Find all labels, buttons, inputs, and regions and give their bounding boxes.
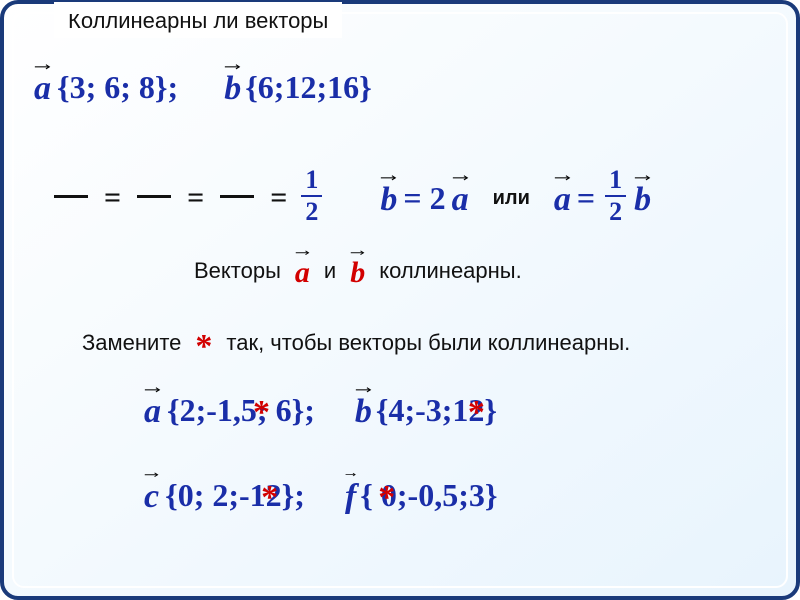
equals-sign: =	[104, 181, 121, 215]
vector-a-symbol: a	[452, 177, 469, 219]
vector-name: b	[634, 181, 651, 218]
vector-arrow-icon	[380, 171, 397, 183]
vector-arrow-icon	[224, 60, 241, 72]
slide-title: Коллинеарны ли векторы	[54, 2, 342, 38]
replace-post: так, чтобы векторы были коллинеарны.	[226, 330, 630, 356]
asterisk-icon: *	[378, 479, 395, 517]
asterisk-icon: *	[195, 328, 212, 366]
vector-a-coords: {2;-1,5; 6};	[167, 392, 315, 428]
asterisk-icon: *	[468, 394, 485, 432]
word-vectors: Векторы	[194, 258, 281, 284]
equals-sign: =	[187, 181, 204, 215]
word-collinear: коллинеарны.	[379, 258, 522, 284]
replace-pre: Замените	[82, 330, 181, 356]
vector-arrow-icon	[634, 171, 651, 183]
vector-b-symbol: b	[634, 177, 651, 219]
vector-name: a	[452, 181, 469, 218]
vector-arrow-icon	[295, 246, 310, 258]
vector-b-coords: {6;12;16}	[245, 69, 372, 106]
equals-sign: =	[577, 180, 595, 217]
asterisk-icon: *	[261, 479, 278, 517]
blank-fraction	[54, 195, 88, 198]
vector-arrow-icon	[554, 171, 571, 183]
vector-arrow-icon	[452, 171, 469, 183]
vector-name: a	[554, 181, 571, 218]
vector-c-coords: {0; 2;-12};	[165, 477, 305, 513]
vector-name: b	[224, 70, 241, 107]
vector-b-symbol: b	[350, 252, 365, 290]
collinear-sentence: Векторы a и b коллинеарны.	[194, 252, 522, 290]
vector-name: b	[380, 181, 397, 218]
vector-name: a	[34, 70, 51, 107]
fraction-numerator: 1	[301, 167, 322, 197]
exercise-row-1: a {2;-1,5; 6}; * b {4;-3;12} *	[144, 389, 497, 431]
vector-a-definition: a {3; 6; 8}; b {6;12;16}	[34, 66, 372, 108]
vector-f-symbol: f	[345, 474, 356, 516]
ratio-equation-row: = = = 1 2 b = 2 a или	[52, 169, 651, 227]
vector-arrow-icon	[350, 246, 365, 258]
vector-a-symbol: a	[144, 389, 161, 431]
word-and: и	[324, 258, 336, 284]
fraction-one-half: 1 2	[301, 167, 322, 225]
fraction-one-half: 1 2	[605, 167, 626, 225]
vector-arrow-icon	[355, 383, 372, 395]
math-slide-frame: Коллинеарны ли векторы a {3; 6; 8}; b {6…	[0, 0, 800, 600]
blank-fraction	[137, 195, 171, 198]
vector-b-symbol: b	[224, 66, 241, 108]
vector-arrow-icon	[34, 60, 51, 72]
vector-a-symbol: a	[34, 66, 51, 108]
asterisk-icon: *	[253, 394, 270, 432]
equals-two: = 2	[403, 180, 445, 217]
or-word: или	[493, 187, 530, 210]
vector-name: a	[295, 256, 310, 289]
vector-name: c	[144, 478, 159, 515]
vector-c-symbol: c	[144, 474, 159, 516]
fraction-denominator: 2	[301, 197, 322, 225]
vector-arrow-icon	[345, 468, 356, 480]
vector-b-symbol: b	[355, 389, 372, 431]
blank-fraction	[220, 195, 254, 198]
vector-a-symbol: a	[295, 252, 310, 290]
vector-name: b	[355, 393, 372, 430]
vector-arrow-icon	[144, 383, 161, 395]
fraction-numerator: 1	[605, 167, 626, 197]
replace-instruction: Замените * так, чтобы векторы были колли…	[82, 324, 630, 362]
equals-sign: =	[270, 181, 287, 215]
vector-a-symbol: a	[554, 177, 571, 219]
vector-name: f	[345, 478, 356, 515]
fraction-denominator: 2	[605, 197, 626, 225]
exercise-row-2: c {0; 2;-12}; * f { 0;-0,5;3} *	[144, 474, 497, 516]
vector-arrow-icon	[144, 468, 159, 480]
vector-b-symbol: b	[380, 177, 397, 219]
vector-a-coords: {3; 6; 8};	[57, 69, 178, 106]
vector-name: a	[144, 393, 161, 430]
vector-name: b	[350, 256, 365, 289]
